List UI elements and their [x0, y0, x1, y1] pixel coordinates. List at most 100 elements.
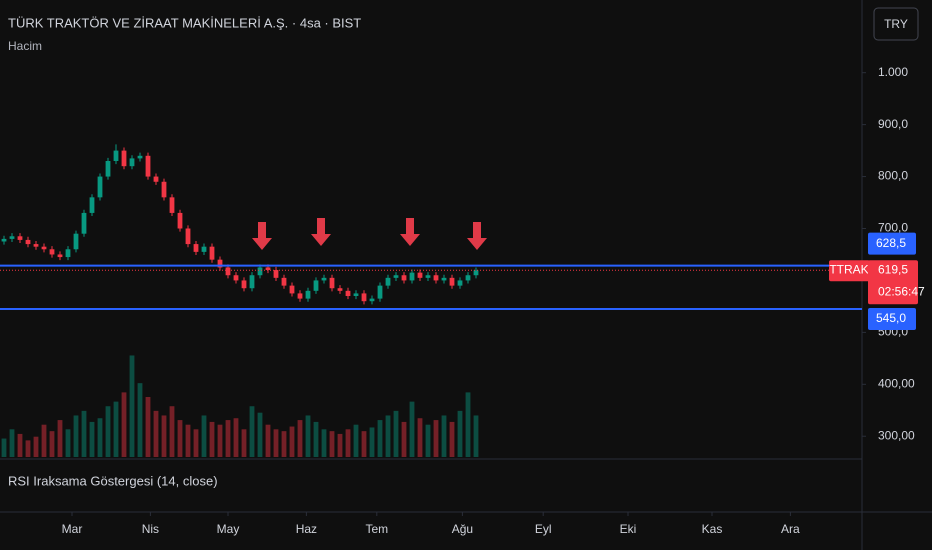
- volume-bar: [225, 420, 231, 457]
- candle-body: [81, 212, 87, 234]
- candle-body: [457, 280, 463, 286]
- candle-body: [41, 246, 47, 250]
- candle-body: [161, 181, 167, 198]
- volume-bar: [385, 415, 391, 457]
- y-tick-label: 800,0: [878, 169, 908, 183]
- currency-box[interactable]: [873, 7, 919, 41]
- candle-body: [129, 158, 135, 167]
- volume-bar: [289, 426, 295, 457]
- candle-body: [73, 233, 79, 250]
- candle-body: [369, 298, 375, 302]
- candle-body: [329, 277, 335, 289]
- candle-body: [137, 155, 143, 159]
- candle-body: [33, 244, 39, 247]
- chart-title: TÜRK TRAKTÖR VE ZİRAAT MAKİNELERİ A.Ş. ·…: [8, 15, 361, 30]
- level-label-box: [868, 232, 916, 255]
- volume-bar: [73, 415, 79, 457]
- y-tick-label: 700,0: [878, 221, 908, 235]
- volume-bar: [249, 406, 255, 457]
- volume-bar: [137, 383, 143, 457]
- candle-body: [361, 293, 367, 302]
- volume-bar: [129, 355, 135, 457]
- x-tick-label: Mar: [62, 522, 83, 536]
- volume-bar: [417, 418, 423, 457]
- arrows: [252, 218, 487, 250]
- volume-bar: [41, 424, 47, 457]
- volume-bar: [457, 410, 463, 457]
- volume-bar: [57, 420, 63, 457]
- candle-body: [473, 270, 479, 276]
- candle-body: [241, 280, 247, 289]
- candle-body: [17, 236, 23, 240]
- symbol: TTRAK: [829, 262, 868, 276]
- candle-body: [385, 277, 391, 286]
- volume-bar: [33, 436, 39, 457]
- volume-bar: [433, 420, 439, 457]
- volume-bar: [49, 431, 55, 457]
- candle-body: [185, 228, 191, 245]
- candle-body: [193, 244, 199, 252]
- volume-bar: [17, 433, 23, 457]
- volume-bar: [321, 429, 327, 457]
- candle-body: [257, 267, 263, 276]
- candle-body: [105, 160, 111, 177]
- volume-bar: [1, 438, 7, 457]
- candle-body: [57, 254, 63, 258]
- volume-bar: [193, 429, 199, 457]
- candle-body: [89, 197, 95, 213]
- volume-bar: [377, 420, 383, 457]
- y-tick-label: 1.000: [878, 65, 908, 79]
- candle-body: [377, 285, 383, 299]
- x-tick-label: Ara: [781, 522, 800, 536]
- volume-bar: [169, 406, 175, 457]
- candle-body: [177, 212, 183, 229]
- candle-body: [201, 246, 207, 252]
- volume-bar: [25, 440, 31, 457]
- candle-body: [409, 272, 415, 281]
- candle-body: [233, 275, 239, 281]
- volume-bar: [273, 429, 279, 457]
- volume-bar: [425, 424, 431, 457]
- volume-bar: [281, 431, 287, 457]
- y-tick-label: 300,00: [878, 428, 915, 442]
- volume-bar: [121, 392, 127, 457]
- volume-bar: [409, 401, 415, 457]
- countdown: 02:56:47: [878, 284, 925, 298]
- volume-bar: [401, 421, 407, 457]
- volume-bar: [97, 418, 103, 457]
- x-tick-label: Eki: [620, 522, 637, 536]
- x-tick-label: Eyl: [535, 522, 552, 536]
- level-label: 628,5: [876, 236, 906, 250]
- volume-bar: [185, 424, 191, 457]
- candle-body: [337, 288, 343, 291]
- currency[interactable]: TRY: [884, 17, 908, 31]
- candle-body: [209, 246, 215, 260]
- level-label: 545,0: [876, 311, 906, 325]
- volume-bar: [297, 420, 303, 457]
- y-tick-label: 400,00: [878, 376, 915, 390]
- volume-bar: [465, 392, 471, 457]
- volume-bar: [9, 429, 15, 457]
- candle-body: [417, 272, 423, 278]
- indicator-label: RSI Iraksama Göstergesi (14, close): [8, 473, 218, 488]
- candle-body: [441, 277, 447, 281]
- candle-body: [49, 249, 55, 255]
- volume-bar: [153, 410, 159, 457]
- volume-bar: [241, 429, 247, 457]
- candle-body: [465, 275, 471, 281]
- volume-bar: [337, 433, 343, 457]
- volume-bar: [217, 424, 223, 457]
- volume-bar: [209, 421, 215, 457]
- volume-bar: [145, 397, 151, 457]
- volume-bar: [265, 424, 271, 457]
- last-price-box: [868, 260, 918, 305]
- candle-body: [273, 270, 279, 278]
- candle-body: [249, 275, 255, 289]
- volume-bar: [369, 427, 375, 457]
- candle-body: [25, 239, 31, 245]
- plot-area: [1, 144, 479, 457]
- volume-bar: [89, 421, 95, 457]
- candle-body: [345, 290, 351, 297]
